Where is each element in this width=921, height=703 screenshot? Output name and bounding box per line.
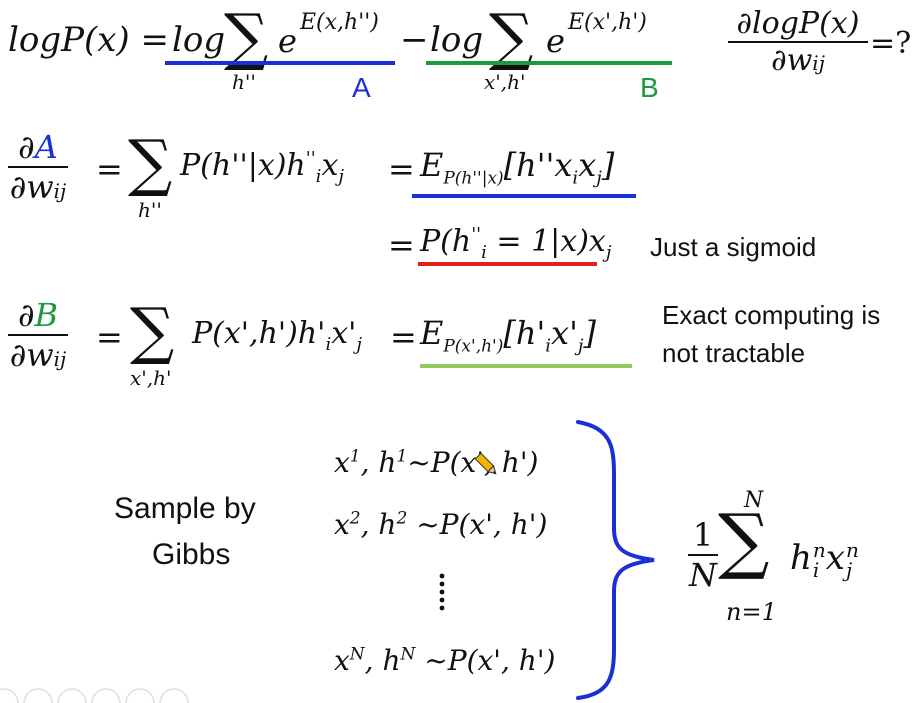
row1-sum1: ∑ xyxy=(224,0,269,73)
slide-control-icon xyxy=(125,688,155,703)
row4-sum-index: x',h' xyxy=(130,366,172,390)
row1-derivative: ∂logP(x) ∂wij xyxy=(728,6,868,78)
row2-expectation: EP(h''|x)[h''xixj] xyxy=(420,146,615,189)
row1-sum1-index: h'' xyxy=(232,70,256,94)
pencil-cursor-icon xyxy=(474,452,497,475)
row1-lhs: logP(x) = xyxy=(8,20,169,60)
row2-bar xyxy=(8,166,68,168)
row4-note-line1: Exact computing is xyxy=(662,300,881,330)
row2-term: P(h''|x)h''ixj xyxy=(180,148,344,187)
label-a: A xyxy=(352,72,371,103)
row4-num-b: B xyxy=(34,296,59,334)
label-b: B xyxy=(640,72,659,103)
avg-fraction: 1 N xyxy=(688,516,718,594)
gibbs-sample-1: x1, h1~P(x', h') xyxy=(334,446,539,479)
row2-den: ∂wij xyxy=(9,168,67,206)
curly-brace xyxy=(576,420,655,700)
row1-sum2: ∑ xyxy=(489,0,534,73)
row4-eq2: = xyxy=(390,318,417,356)
slide-control-icon xyxy=(159,688,189,703)
row2-fraction: ∂A ∂wij xyxy=(8,128,68,206)
row1-log2: log xyxy=(430,20,484,60)
row4-eq1: = xyxy=(96,318,123,356)
row1-deriv-q: =? xyxy=(870,26,912,61)
row2-num: ∂A xyxy=(18,128,58,166)
gibbs-label-line2: Gibbs xyxy=(152,538,231,571)
row3-note: Just a sigmoid xyxy=(650,232,817,262)
avg-sum-bottom: n=1 xyxy=(726,598,777,626)
row1-exp2-base: e xyxy=(546,22,565,60)
slide-control-icon xyxy=(23,688,53,703)
slide-control-icon xyxy=(91,688,121,703)
row1-deriv-den: ∂wij xyxy=(771,43,825,78)
slide-control-icon xyxy=(0,688,19,703)
avg-sum: ∑ xyxy=(718,498,770,582)
row2-sum: ∑ xyxy=(128,126,173,199)
gibbs-label-line1: Sample by xyxy=(114,492,256,525)
row3-term: P(h''i = 1|x)xj xyxy=(420,224,612,263)
row4-bar xyxy=(8,334,68,336)
row1-minus: − xyxy=(400,20,429,60)
row2-sum-index: h'' xyxy=(138,198,162,222)
row4-note-line2: not tractable xyxy=(662,338,806,368)
row4-den: ∂wij xyxy=(9,336,67,374)
row1-deriv-num: ∂logP(x) xyxy=(736,6,860,41)
row1-sum2-index: x',h' xyxy=(484,70,526,94)
avg-sum-top: N xyxy=(744,488,764,513)
row2-num-a: A xyxy=(34,128,58,166)
row3-eq: = xyxy=(388,226,415,264)
row4-fraction: ∂B ∂wij xyxy=(8,296,68,374)
row1-deriv-bar xyxy=(728,41,868,43)
avg-num: 1 xyxy=(692,516,714,554)
row4-term: P(x',h')h'ix'j xyxy=(192,316,362,355)
gibbs-sample-2: x2, h2 ~P(x', h') xyxy=(334,508,548,541)
row1-exp1-base: e xyxy=(278,22,297,60)
row1-log1: log xyxy=(172,20,226,60)
row2-eq2: = xyxy=(388,150,415,188)
row4-num: ∂B xyxy=(17,296,59,334)
row1-exp1-power: E(x,h'') xyxy=(300,10,379,35)
row4-expectation: EP(x',h')[h'ix'j] xyxy=(420,314,596,357)
gibbs-sample-n: xN, hN ~P(x', h') xyxy=(334,644,556,677)
slide-control-icon xyxy=(57,688,87,703)
row1-exp2-power: E(x',h') xyxy=(568,10,647,35)
row2-eq1: = xyxy=(96,150,123,188)
avg-den: N xyxy=(689,556,717,594)
vertical-ellipsis-dots xyxy=(439,573,445,611)
row4-sum: ∑ xyxy=(130,294,175,367)
avg-bar xyxy=(688,554,718,556)
